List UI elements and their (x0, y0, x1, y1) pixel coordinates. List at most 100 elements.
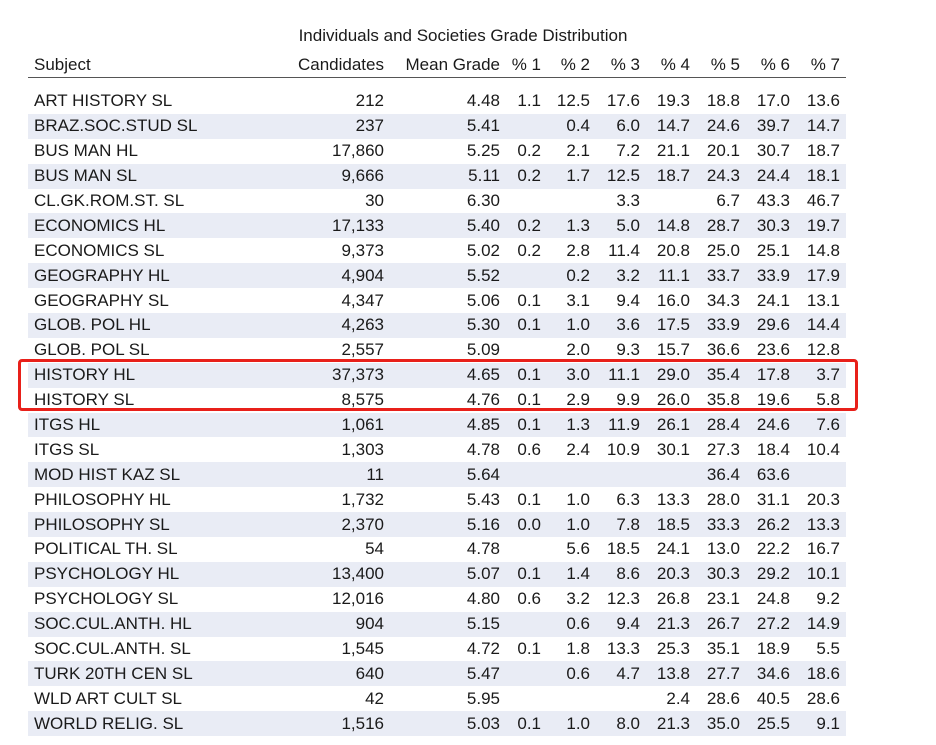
table-row: BUS MAN HL 17,860 5.25 0.2 2.1 7.2 21.1 20.1 30.… (28, 139, 846, 164)
column-header-pct-4: % 4 (660, 54, 690, 74)
table-row: TURK 20TH CEN SL 640 5.47 0.6 4.7 13.8 27.7 34.… (28, 661, 846, 687)
pct-1-cell: 0.1 (500, 412, 547, 438)
pct-6-cell: 18.4 (756, 439, 790, 459)
pct-4-cell: 21.3 (646, 611, 696, 637)
pct-3-cell: 9.3 (616, 340, 640, 360)
mean-grade-cell: 5.30 (384, 313, 500, 338)
table-row: GEOGRAPHY HL 4,904 5.52 0.2 3.2 11.1 33.7 33.9 1… (28, 263, 846, 289)
grade-distribution-table: Subject Candidates Mean Grade % 1 % 2 % … (28, 52, 846, 737)
pct-1-cell: 0.1 (500, 362, 547, 388)
pct-2-cell: 3.1 (566, 290, 590, 310)
pct-3-cell: 11.1 (596, 362, 646, 388)
pct-1-cell (500, 189, 547, 214)
candidates-cell: 1,061 (252, 412, 384, 438)
pct-2-cell: 0.6 (547, 611, 596, 637)
table-row: PSYCHOLOGY SL 12,016 4.80 0.6 3.2 12.3 26.8 23.… (28, 587, 846, 612)
table-row: ITGS SL 1,303 4.78 0.6 2.4 10.9 30.1 27.3 18.4 10… (28, 437, 846, 462)
pct-4-cell: 21.3 (646, 711, 696, 737)
pct-3-cell: 5.0 (596, 213, 646, 239)
candidates-cell: 4,904 (252, 263, 384, 289)
pct-7-cell: 17.9 (796, 263, 846, 289)
pct-5-cell: 24.3 (696, 163, 746, 189)
pct-5-cell: 6.7 (716, 191, 740, 210)
pct-5-cell: 20.1 (706, 141, 740, 161)
pct-5-cell: 28.7 (696, 213, 746, 239)
pct-4-cell: 29.0 (646, 362, 696, 388)
pct-6-cell: 26.2 (746, 512, 796, 538)
pct-6-cell: 63.6 (746, 462, 796, 488)
pct-4-cell (646, 462, 696, 488)
pct-1-cell: 0.2 (517, 141, 541, 161)
subject-cell: ITGS SL (34, 439, 100, 459)
pct-1-cell (500, 537, 547, 562)
pct-1-cell: 0.0 (500, 512, 547, 538)
pct-1-cell (500, 263, 547, 289)
pct-7-cell: 5.8 (816, 390, 840, 410)
pct-1-cell: 0.1 (500, 711, 547, 737)
pct-3-cell: 17.6 (606, 91, 640, 111)
subject-cell: ECONOMICS HL (28, 213, 252, 239)
pct-6-cell: 39.7 (746, 113, 796, 139)
pct-2-cell (547, 462, 596, 488)
pct-6-cell: 40.5 (756, 688, 790, 708)
pct-1-cell: 1.1 (517, 91, 541, 111)
pct-4-cell: 13.8 (646, 661, 696, 687)
mean-grade-cell: 5.15 (384, 611, 500, 637)
table-row: SOC.CUL.ANTH. SL 1,545 4.72 0.1 1.8 13.3 25.3 3… (28, 637, 846, 662)
pct-3-cell: 9.4 (616, 290, 640, 310)
table-row: GLOB. POL HL 4,263 5.30 0.1 1.0 3.6 17.5 33.9 29… (28, 313, 846, 338)
candidates-cell: 1,516 (252, 711, 384, 737)
candidates-cell: 17,133 (252, 213, 384, 239)
table-row: ECONOMICS SL 9,373 5.02 0.2 2.8 11.4 20.8 25.0 2… (28, 238, 846, 263)
pct-6-cell: 24.1 (756, 290, 790, 310)
candidates-cell: 42 (365, 688, 384, 708)
mean-grade-cell: 5.40 (384, 213, 500, 239)
pct-7-cell: 20.3 (806, 489, 840, 509)
candidates-cell: 9,373 (341, 240, 384, 260)
pct-3-cell: 3.3 (616, 191, 640, 210)
pct-5-cell: 27.3 (706, 439, 740, 459)
subject-cell: CL.GK.ROM.ST. SL (34, 191, 185, 210)
pct-5-cell: 24.6 (696, 113, 746, 139)
pct-3-cell (596, 462, 646, 488)
pct-2-cell (547, 686, 596, 711)
pct-7-cell: 19.7 (796, 213, 846, 239)
pct-7-cell: 7.6 (796, 412, 846, 438)
mean-grade-cell: 5.95 (466, 688, 500, 708)
pct-1-cell (500, 611, 547, 637)
pct-3-cell: 11.9 (596, 412, 646, 438)
candidates-cell: 12,016 (332, 589, 384, 609)
pct-5-cell: 30.3 (696, 561, 746, 587)
pct-2-cell: 2.9 (566, 390, 590, 410)
pct-5-cell: 33.7 (696, 263, 746, 289)
pct-2-cell: 3.2 (566, 589, 590, 609)
pct-2-cell: 1.8 (566, 639, 590, 659)
candidates-cell: 9,666 (252, 163, 384, 189)
pct-6-cell: 25.5 (746, 711, 796, 737)
subject-cell: ART HISTORY SL (34, 91, 173, 111)
pct-7-cell: 13.6 (806, 91, 840, 111)
pct-6-cell: 24.4 (746, 163, 796, 189)
pct-4-cell: 18.7 (646, 163, 696, 189)
pct-1-cell (500, 462, 547, 488)
candidates-cell: 4,263 (252, 313, 384, 338)
pct-2-cell: 1.0 (547, 313, 596, 338)
pct-6-cell: 30.3 (746, 213, 796, 239)
pct-2-cell: 1.7 (547, 163, 596, 189)
candidates-cell: 8,575 (341, 390, 384, 410)
pct-4-cell: 20.3 (646, 561, 696, 587)
subject-cell: PSYCHOLOGY SL (34, 589, 179, 609)
pct-1-cell: 0.1 (517, 390, 541, 410)
mean-grade-cell: 4.80 (466, 589, 500, 609)
pct-3-cell: 3.2 (596, 263, 646, 289)
table-row: WLD ART CULT SL 42 5.95 2.4 28.6 40.5 28.6 (28, 686, 846, 711)
mean-grade-cell: 4.85 (384, 412, 500, 438)
mean-grade-cell: 5.06 (466, 290, 500, 310)
pct-3-cell: 12.5 (596, 163, 646, 189)
pct-4-cell: 26.8 (656, 589, 690, 609)
pct-3-cell: 10.9 (606, 439, 640, 459)
table-row: PHILOSOPHY HL 1,732 5.43 0.1 1.0 6.3 13.3 28.0 3… (28, 487, 846, 512)
subject-cell: HISTORY HL (28, 362, 252, 388)
pct-6-cell: 29.6 (746, 313, 796, 338)
pct-4-cell: 30.1 (656, 439, 690, 459)
